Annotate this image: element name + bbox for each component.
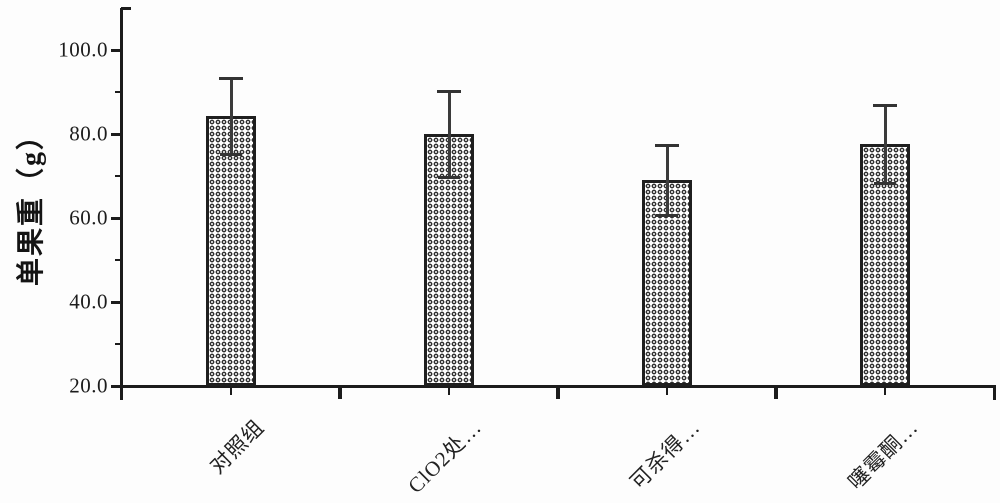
error-bar-bottom-cap (438, 175, 460, 179)
y-tick-label: 100.0 (58, 37, 108, 62)
bar (424, 134, 474, 386)
y-tick-label: 60.0 (69, 205, 108, 230)
y-major-tick (111, 133, 122, 136)
error-bar-line (665, 145, 669, 216)
x-center-tick (448, 387, 450, 395)
x-center-tick (666, 387, 668, 395)
y-major-tick (111, 301, 122, 304)
x-boundary-tick (338, 387, 342, 399)
y-major-tick (111, 385, 122, 388)
error-bar-line (883, 105, 887, 183)
y-tick-label: 80.0 (69, 121, 108, 146)
error-bar-line (447, 91, 451, 177)
bar (206, 115, 256, 386)
x-category-label: 可杀得… (625, 414, 705, 495)
error-bar-bottom-cap (874, 181, 896, 185)
y-axis-line (120, 8, 123, 400)
error-bar-bottom-cap (656, 214, 678, 218)
error-bar-bottom-cap (220, 152, 242, 156)
error-bar-top-cap (655, 144, 679, 148)
y-minor-tick (115, 259, 122, 261)
error-bar-top-cap (873, 104, 897, 108)
y-minor-tick (115, 91, 122, 93)
y-tick-label: 40.0 (69, 289, 108, 314)
y-major-tick (111, 49, 122, 52)
y-axis-top-cap-tick (121, 7, 131, 10)
y-minor-tick (115, 343, 122, 345)
error-bar-top-cap (437, 90, 461, 94)
x-axis-end-tick (993, 387, 996, 400)
x-center-tick (230, 387, 232, 395)
error-bar-top-cap (219, 77, 243, 81)
x-axis-line (120, 385, 996, 388)
x-category-label: 噻霉酮… (843, 414, 923, 495)
x-category-label: 对照组 (205, 414, 269, 479)
x-boundary-tick (774, 387, 778, 399)
y-minor-tick (115, 175, 122, 177)
y-major-tick (111, 217, 122, 220)
x-center-tick (884, 387, 886, 395)
y-tick-label: 20.0 (69, 373, 108, 398)
error-bar-line (229, 78, 233, 154)
x-boundary-tick (556, 387, 560, 399)
x-category-label: ClO2处… (403, 414, 487, 498)
